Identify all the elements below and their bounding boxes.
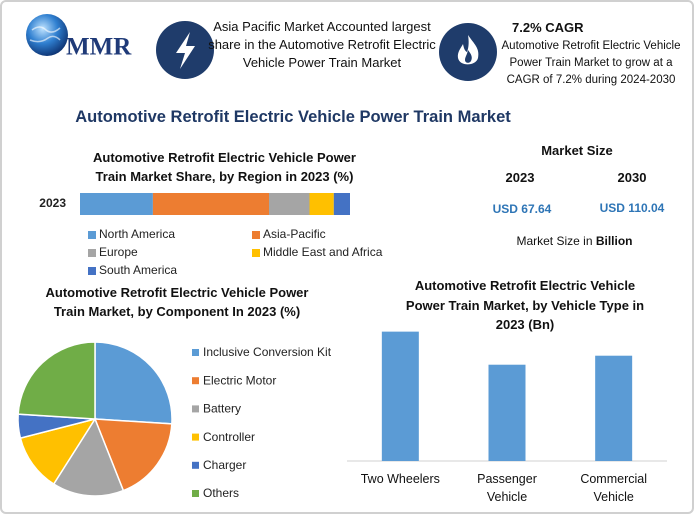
pie-slice [52,417,125,497]
bar [381,331,419,461]
note-text: Market Size in [516,234,593,248]
legend-label: South America [99,263,177,277]
market-value: USD 67.64 [492,202,552,216]
logo-text: MMR [66,34,132,61]
bar [488,364,526,461]
bar-segment [80,193,153,215]
legend-swatch [192,490,199,497]
year: 2030 [617,170,647,185]
logo-lines [29,26,61,43]
note-unit: Billion [595,234,633,248]
bar-segment [309,193,334,215]
legend-swatch [88,249,96,257]
x-tick-label: Two Wheelers [360,472,440,486]
info-text: Asia Pacific Market Accounted largest sh… [208,19,436,70]
legend-label: Asia-Pacific [263,227,326,241]
market-note: Market Size in Billion [492,232,657,250]
chart-title: Automotive Retrofit Electric Vehicle Pow… [45,285,309,319]
legend-swatch [192,461,199,469]
info-title: 7.2% CAGR [512,20,584,35]
legend-swatch [192,405,199,413]
x-tick-label: Passenger Vehicle [477,472,537,504]
info-text: Automotive Retrofit Electric Vehicle Pow… [501,40,681,86]
legend-label: Others [203,486,239,500]
year: 2023 [505,170,535,185]
flame-inner [465,50,472,63]
pie-slice [93,418,173,492]
x-tick-label: Commercial Vehicle [580,472,647,504]
legend-label: North America [99,227,175,241]
legend-label: Controller [203,430,255,444]
y-tick-label: 2023 [39,196,66,210]
legend-label: Middle East and Africa [263,245,383,259]
legend-swatch [192,433,199,441]
market-size-title: Market Size [541,143,613,158]
bar-segment [269,193,310,215]
legend-label: Europe [99,245,138,259]
flame-icon [457,35,479,65]
legend-swatch [192,349,199,356]
chart-title: Automotive Retrofit Electric Vehicle Pow… [93,150,356,184]
bolt-icon [176,32,195,69]
logo-globe [26,14,68,56]
main-title: Automotive Retrofit Electric Vehicle Pow… [75,108,511,126]
pie-slice [94,341,173,425]
bar-segment [152,193,269,215]
legend-swatch [252,231,260,239]
legend-swatch [252,249,260,257]
legend-swatch [192,377,199,385]
legend-swatch [88,231,96,239]
legend-label: Inclusive Conversion Kit [203,345,332,359]
legend-label: Electric Motor [203,373,276,387]
market-value: USD 110.04 [599,201,665,215]
chart-title: Automotive Retrofit Electric Vehicle Pow… [405,278,645,332]
legend-label: Battery [203,402,241,416]
legend-label: Charger [203,458,246,472]
pie-slice [17,341,96,420]
legend-swatch [88,267,96,275]
bar [595,355,633,461]
bar-segment [333,193,350,215]
